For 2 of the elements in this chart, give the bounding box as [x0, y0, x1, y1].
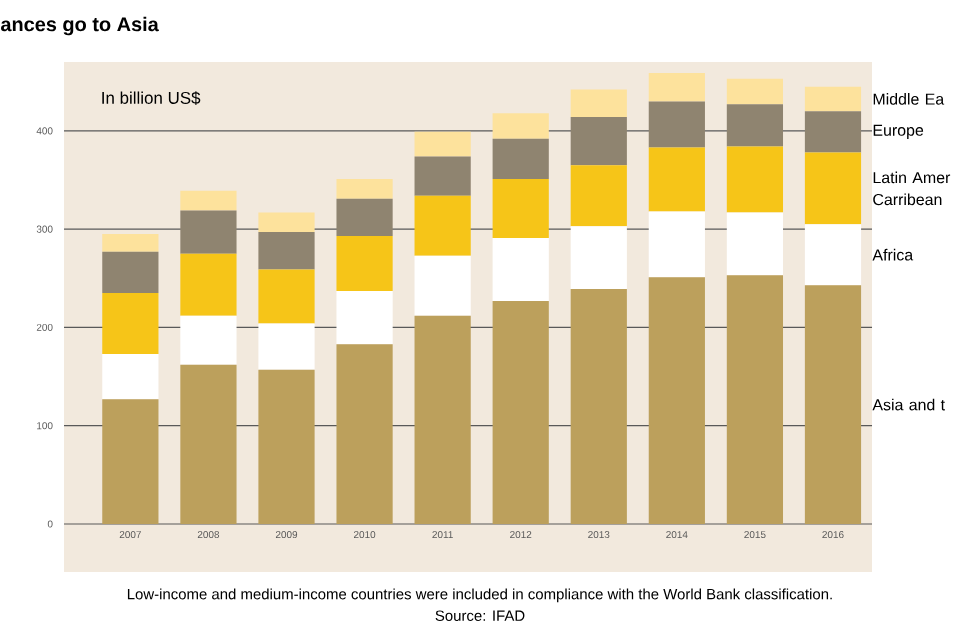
y-axis-title: In billion US$ [102, 91, 201, 105]
chart-title: ances go to Asia [1, 16, 159, 36]
